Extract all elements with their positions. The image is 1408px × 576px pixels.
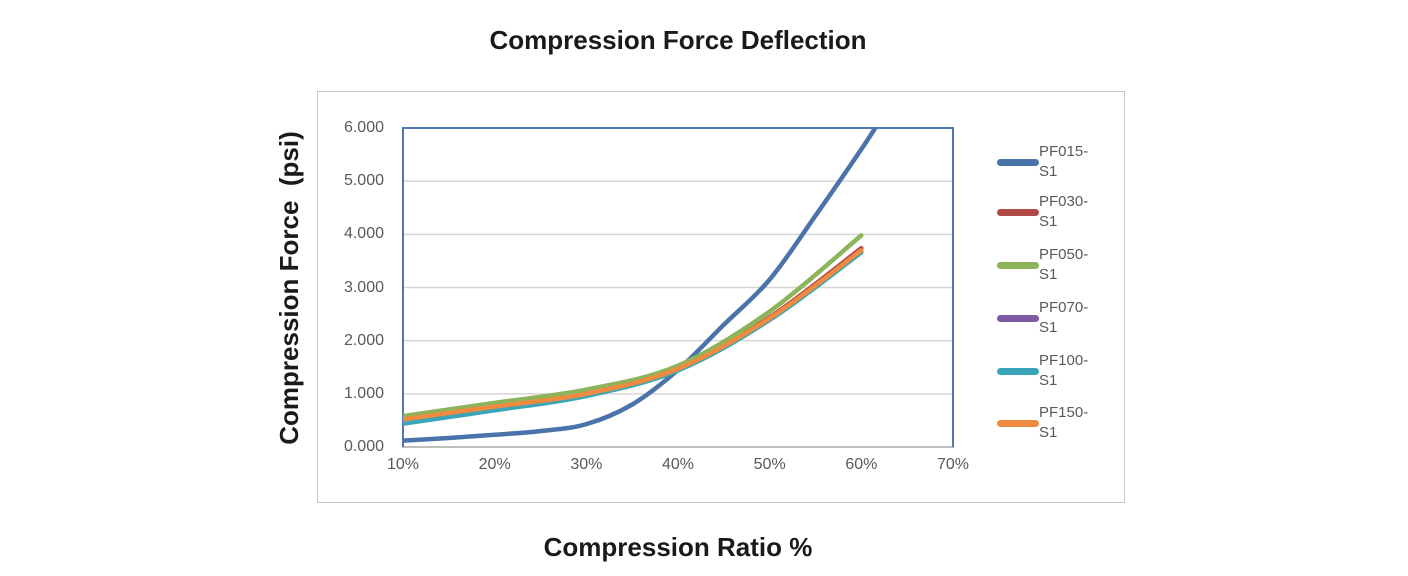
- series-line-PF015-S1: [403, 128, 878, 443]
- legend-label: PF015-S1: [1039, 143, 1089, 180]
- legend-item-PF050-S1: PF050-S1: [997, 246, 1088, 283]
- y-tick-label: 5.000: [343, 172, 384, 190]
- y-tick-label: 1.000: [343, 384, 384, 402]
- x-tick-label: 50%: [753, 456, 786, 473]
- y-tick-label: 4.000: [343, 225, 384, 243]
- x-tick-label: 40%: [661, 456, 695, 473]
- legend-label: PF100-S1: [1039, 352, 1089, 389]
- x-axis-title: Compression Ratio %: [543, 532, 813, 562]
- x-tick-label: 60%: [845, 456, 878, 473]
- series-line-PF070-S1: [403, 249, 864, 425]
- x-tick-label: 10%: [386, 456, 420, 473]
- x-tick-label: 20%: [478, 456, 511, 473]
- y-tick-label: 0.000: [343, 438, 384, 455]
- plot-border: [402, 127, 954, 447]
- series-line-PF100-S1: [403, 250, 864, 426]
- legend-label: PF050-S1: [1039, 246, 1089, 283]
- legend-item-PF070-S1: PF070-S1: [997, 299, 1088, 336]
- y-tick-label: 6.000: [343, 119, 384, 136]
- legend-label: PF030-S1: [1039, 193, 1089, 230]
- series-line-PF050-S1: [403, 233, 864, 419]
- legend-swatch-PF070-S1: [997, 314, 1039, 322]
- legend-swatch-PF030-S1: [997, 208, 1039, 216]
- legend-item-PF100-S1: PF100-S1: [997, 352, 1088, 389]
- legend-item-PF150-S1: PF150-S1: [997, 404, 1088, 441]
- legend-item-PF015-S1: PF015-S1: [997, 143, 1088, 180]
- chart-title: Compression Force Deflection: [489, 25, 867, 55]
- legend-item-PF030-S1: PF030-S1: [997, 193, 1088, 230]
- series-line-PF150-S1: [403, 248, 864, 422]
- chart-frame: [317, 91, 1125, 503]
- legend-label: PF070-S1: [1039, 299, 1089, 336]
- y-tick-label: 2.000: [343, 331, 384, 349]
- legend-label: PF150-S1: [1039, 404, 1089, 441]
- y-tick-label: 3.000: [343, 278, 384, 296]
- legend-swatch-PF015-S1: [997, 158, 1039, 166]
- x-tick-label: 30%: [570, 456, 603, 473]
- legend-swatch-PF150-S1: [997, 419, 1039, 427]
- x-tick-label: 70%: [936, 456, 970, 473]
- legend-swatch-PF100-S1: [997, 367, 1039, 375]
- legend-swatch-PF050-S1: [997, 261, 1039, 269]
